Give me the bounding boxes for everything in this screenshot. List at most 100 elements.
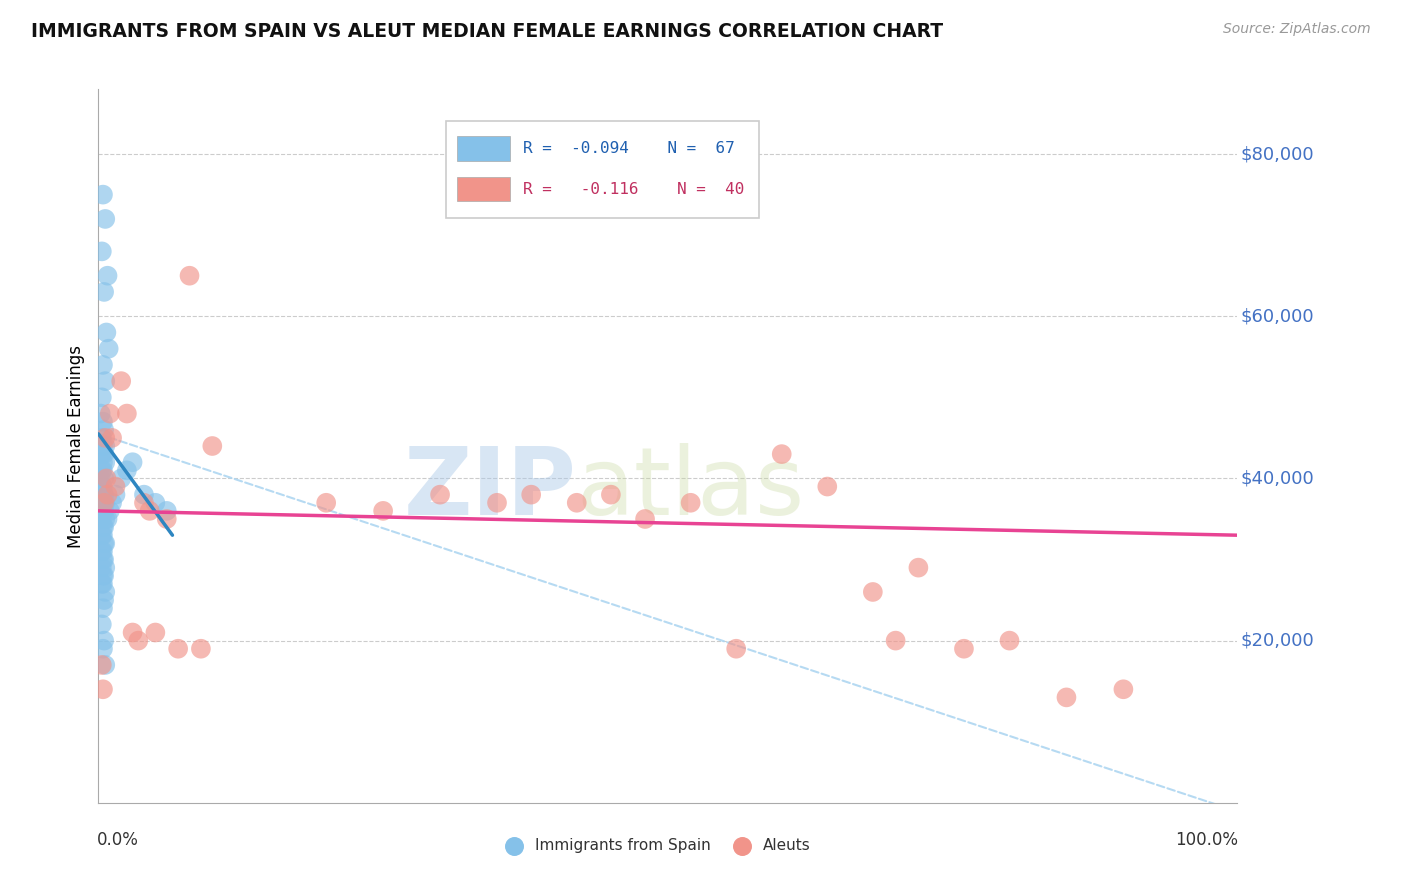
Point <box>132 488 155 502</box>
Point <box>190 641 212 656</box>
Point <box>94 512 117 526</box>
Point <box>90 463 112 477</box>
Point <box>96 512 118 526</box>
Point <box>94 585 117 599</box>
Text: $20,000: $20,000 <box>1240 632 1315 649</box>
Point <box>145 496 167 510</box>
Text: R =  -0.094    N =  67: R = -0.094 N = 67 <box>523 141 735 156</box>
Point <box>93 552 115 566</box>
Point <box>770 447 793 461</box>
Point <box>862 585 884 599</box>
Point <box>91 488 114 502</box>
Point <box>94 657 117 672</box>
Point <box>93 536 115 550</box>
Point <box>91 601 114 615</box>
Point <box>93 488 115 502</box>
FancyBboxPatch shape <box>457 136 509 161</box>
Point <box>90 407 112 421</box>
Point <box>634 512 657 526</box>
Point <box>91 544 114 558</box>
Point <box>91 479 114 493</box>
Point <box>94 560 117 574</box>
Point <box>503 796 526 810</box>
Point <box>725 641 748 656</box>
Point <box>90 431 112 445</box>
Point <box>93 633 115 648</box>
Text: 100.0%: 100.0% <box>1175 831 1239 849</box>
Point <box>90 528 112 542</box>
Text: $40,000: $40,000 <box>1240 469 1315 487</box>
Point <box>371 504 394 518</box>
Point <box>94 374 117 388</box>
Point <box>315 496 337 510</box>
Point <box>90 577 112 591</box>
Point <box>520 488 543 502</box>
Point <box>91 187 114 202</box>
Point <box>96 268 118 283</box>
Point <box>101 496 124 510</box>
Point <box>91 520 114 534</box>
Point <box>110 374 132 388</box>
Point <box>156 512 179 526</box>
Point <box>104 488 127 502</box>
Point <box>145 625 167 640</box>
Point <box>91 577 114 591</box>
Point <box>110 471 132 485</box>
Point <box>96 471 118 485</box>
Point <box>121 455 143 469</box>
Point <box>94 211 117 226</box>
Point <box>90 617 112 632</box>
Point <box>167 641 190 656</box>
Point <box>91 415 114 429</box>
Point <box>953 641 976 656</box>
Text: Source: ZipAtlas.com: Source: ZipAtlas.com <box>1223 22 1371 37</box>
Point <box>94 455 117 469</box>
Text: $60,000: $60,000 <box>1240 307 1315 326</box>
Point <box>98 504 121 518</box>
Point <box>907 560 929 574</box>
Point <box>91 504 114 518</box>
Point <box>94 536 117 550</box>
Text: atlas: atlas <box>576 442 806 535</box>
Point <box>91 463 114 477</box>
Point <box>96 326 118 340</box>
Point <box>884 633 907 648</box>
Point <box>90 471 112 485</box>
Point <box>101 431 124 445</box>
Text: ZIP: ZIP <box>404 442 576 535</box>
Point <box>998 633 1021 648</box>
Point <box>93 285 115 299</box>
Text: Immigrants from Spain: Immigrants from Spain <box>534 838 710 853</box>
Point <box>115 463 138 477</box>
Point <box>115 407 138 421</box>
Text: $80,000: $80,000 <box>1240 145 1315 163</box>
Point <box>90 244 112 259</box>
Point <box>565 496 588 510</box>
Point <box>90 512 112 526</box>
Point <box>91 455 114 469</box>
Text: 0.0%: 0.0% <box>97 831 139 849</box>
Point <box>93 423 115 437</box>
Point <box>138 504 160 518</box>
Point <box>94 496 117 510</box>
Point <box>91 552 114 566</box>
Point <box>156 504 179 518</box>
Point <box>91 682 114 697</box>
Point <box>179 268 201 283</box>
Point <box>90 479 112 493</box>
Point <box>90 496 112 510</box>
Point <box>1112 682 1135 697</box>
Point <box>91 528 114 542</box>
Point <box>97 342 120 356</box>
Point <box>1054 690 1078 705</box>
Point <box>93 568 115 582</box>
Point <box>93 471 115 485</box>
Point <box>93 447 115 461</box>
Point <box>731 796 754 810</box>
Text: Aleuts: Aleuts <box>762 838 810 853</box>
Point <box>93 593 115 607</box>
Point <box>201 439 224 453</box>
Point <box>132 496 155 510</box>
Text: IMMIGRANTS FROM SPAIN VS ALEUT MEDIAN FEMALE EARNINGS CORRELATION CHART: IMMIGRANTS FROM SPAIN VS ALEUT MEDIAN FE… <box>31 22 943 41</box>
Point <box>93 520 115 534</box>
